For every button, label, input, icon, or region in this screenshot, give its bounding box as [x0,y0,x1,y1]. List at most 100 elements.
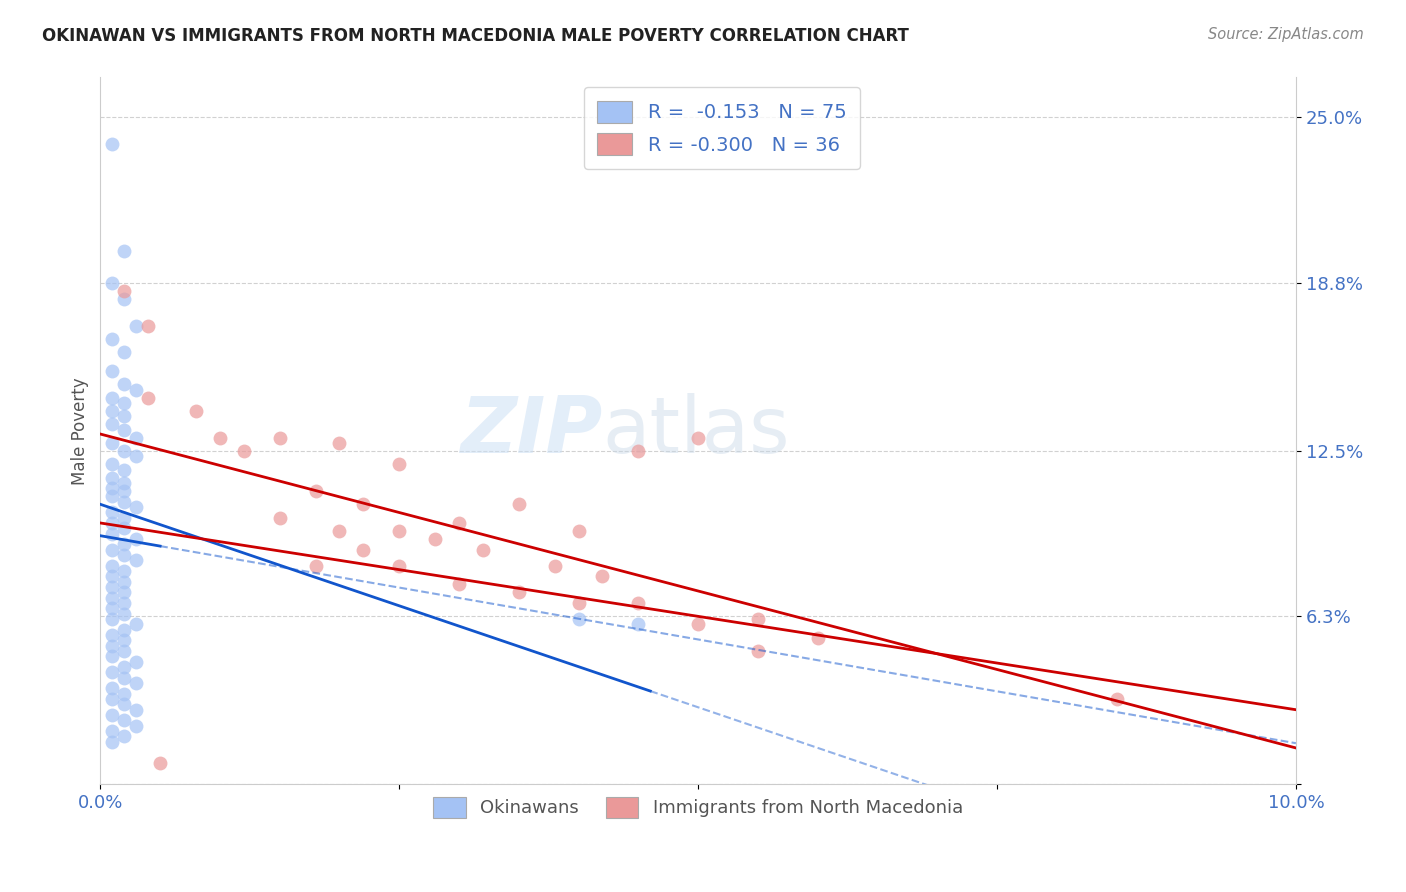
Point [125,655,148,669]
Point [101,612,124,626]
Point [112,671,135,685]
Point [112,585,135,599]
Point [101,505,124,519]
Point [592,569,614,583]
Point [747,612,769,626]
Point [101,558,124,573]
Point [269,510,291,524]
Point [101,628,124,642]
Point [101,417,124,432]
Point [688,617,710,632]
Y-axis label: Male Poverty: Male Poverty [72,377,89,484]
Point [112,521,135,535]
Point [627,617,650,632]
Point [101,391,124,405]
Point [112,660,135,674]
Point [125,676,148,690]
Point [112,494,135,508]
Point [101,735,124,749]
Point [508,585,530,599]
Point [101,542,124,557]
Point [101,649,124,664]
Point [352,542,374,557]
Point [101,724,124,739]
Point [184,404,207,418]
Point [208,431,231,445]
Point [508,497,530,511]
Point [101,569,124,583]
Point [112,377,135,392]
Point [101,681,124,696]
Point [101,364,124,378]
Point [112,644,135,658]
Point [101,436,124,450]
Point [112,574,135,589]
Point [101,580,124,594]
Point [388,558,411,573]
Point [112,483,135,498]
Point [568,612,591,626]
Point [149,756,172,770]
Text: OKINAWAN VS IMMIGRANTS FROM NORTH MACEDONIA MALE POVERTY CORRELATION CHART: OKINAWAN VS IMMIGRANTS FROM NORTH MACEDO… [42,27,910,45]
Point [125,532,148,546]
Point [471,542,494,557]
Point [112,396,135,410]
Point [232,444,254,458]
Point [125,719,148,733]
Point [125,383,148,397]
Point [101,692,124,706]
Point [125,553,148,567]
Point [807,631,830,645]
Point [101,591,124,605]
Point [328,436,350,450]
Point [136,318,159,333]
Point [352,497,374,511]
Point [101,457,124,471]
Point [112,292,135,306]
Text: atlas: atlas [603,393,790,469]
Point [101,526,124,541]
Point [112,607,135,621]
Point [688,431,710,445]
Point [112,444,135,458]
Point [136,391,159,405]
Point [112,462,135,476]
Point [125,703,148,717]
Point [101,481,124,495]
Point [304,558,326,573]
Point [112,548,135,562]
Point [125,450,148,464]
Legend: Okinawans, Immigrants from North Macedonia: Okinawans, Immigrants from North Macedon… [426,789,970,825]
Point [101,601,124,615]
Point [112,284,135,298]
Point [447,516,470,530]
Point [112,537,135,551]
Point [101,276,124,290]
Point [568,524,591,538]
Point [112,564,135,578]
Point [101,489,124,503]
Point [112,475,135,490]
Point [269,431,291,445]
Point [568,596,591,610]
Point [388,457,411,471]
Point [112,698,135,712]
Point [627,596,650,610]
Point [125,500,148,514]
Text: Source: ZipAtlas.com: Source: ZipAtlas.com [1208,27,1364,42]
Point [125,431,148,445]
Point [101,665,124,680]
Point [112,345,135,359]
Point [447,577,470,591]
Point [101,332,124,346]
Point [112,510,135,524]
Point [101,639,124,653]
Point [627,444,650,458]
Point [112,730,135,744]
Point [388,524,411,538]
Point [423,532,446,546]
Point [101,470,124,484]
Point [125,318,148,333]
Point [101,404,124,418]
Point [112,244,135,258]
